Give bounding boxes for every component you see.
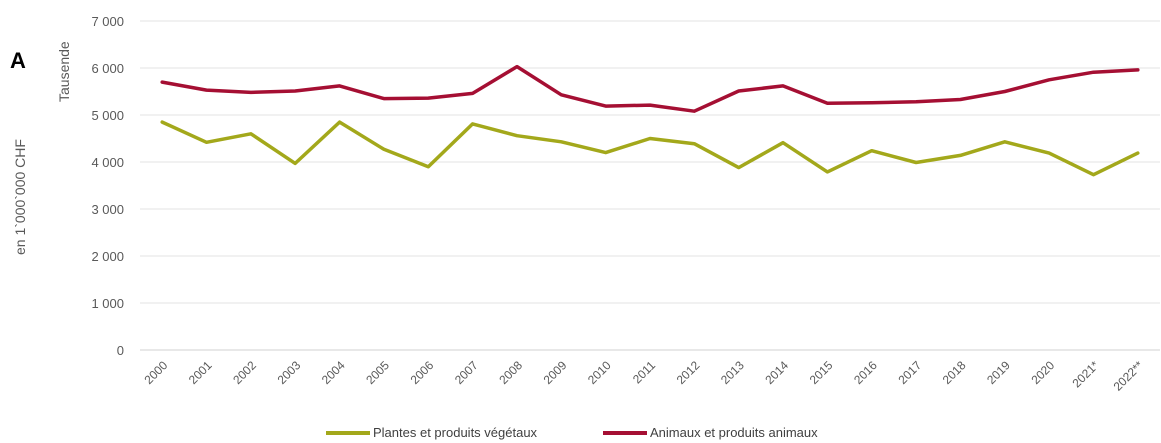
x-tick-label: 2017 bbox=[895, 358, 924, 387]
x-tick-label: 2009 bbox=[541, 358, 570, 387]
x-tick-label: 2016 bbox=[851, 358, 880, 387]
x-tick-label: 2000 bbox=[142, 358, 171, 387]
x-tick-label: 2022** bbox=[1111, 358, 1147, 394]
x-tick-label: 2012 bbox=[674, 358, 703, 387]
legend-label-plants: Plantes et produits végétaux bbox=[373, 425, 538, 440]
x-tick-label: 2005 bbox=[363, 358, 392, 387]
y-tick-label: 2 000 bbox=[91, 249, 124, 264]
legend-swatch-animals bbox=[603, 430, 647, 435]
legend-swatch-plants bbox=[326, 430, 370, 435]
x-tick-label: 2011 bbox=[630, 358, 658, 386]
series-line-plants bbox=[160, 120, 1140, 177]
x-tick-label: 2020 bbox=[1028, 358, 1057, 387]
x-tick-label: 2007 bbox=[452, 358, 481, 387]
y-tick-label: 3 000 bbox=[91, 202, 124, 217]
y-tick-label: 7 000 bbox=[91, 14, 124, 29]
x-tick-label: 2015 bbox=[807, 358, 836, 387]
x-tick-label: 2019 bbox=[984, 358, 1013, 387]
legend-item-animals: Animaux et produits animaux bbox=[603, 425, 818, 440]
x-tick-label: 2021* bbox=[1070, 358, 1102, 390]
line-chart: 0 1 000 2 000 3 000 4 000 5 000 6 000 7 000 2000… bbox=[91, 14, 1160, 394]
panel-letter: A bbox=[10, 48, 26, 73]
x-tick-label: 2008 bbox=[496, 358, 525, 387]
x-tick-label: 2013 bbox=[718, 358, 747, 387]
legend-label-animals: Animaux et produits animaux bbox=[650, 425, 818, 440]
y-tick-label: 5 000 bbox=[91, 108, 124, 123]
x-tick-label: 2010 bbox=[585, 358, 614, 387]
x-tick-label: 2018 bbox=[940, 358, 969, 387]
x-tick-label: 2002 bbox=[230, 358, 259, 387]
x-tick-label: 2006 bbox=[408, 358, 437, 387]
series-line-animals bbox=[160, 64, 1140, 113]
legend: Plantes et produits végétaux Animaux et … bbox=[0, 425, 1161, 443]
legend-item-plants: Plantes et produits végétaux bbox=[326, 425, 537, 440]
y-tick-label: 0 bbox=[117, 343, 124, 358]
x-tick-label: 2014 bbox=[762, 358, 791, 387]
y-tick-label: 1 000 bbox=[91, 296, 124, 311]
x-tick-label: 2004 bbox=[319, 358, 348, 387]
y-tick-label: 4 000 bbox=[91, 155, 124, 170]
x-tick-label: 2003 bbox=[275, 358, 304, 387]
x-tick-label: 2001 bbox=[186, 358, 215, 387]
y-tick-label: 6 000 bbox=[91, 61, 124, 76]
